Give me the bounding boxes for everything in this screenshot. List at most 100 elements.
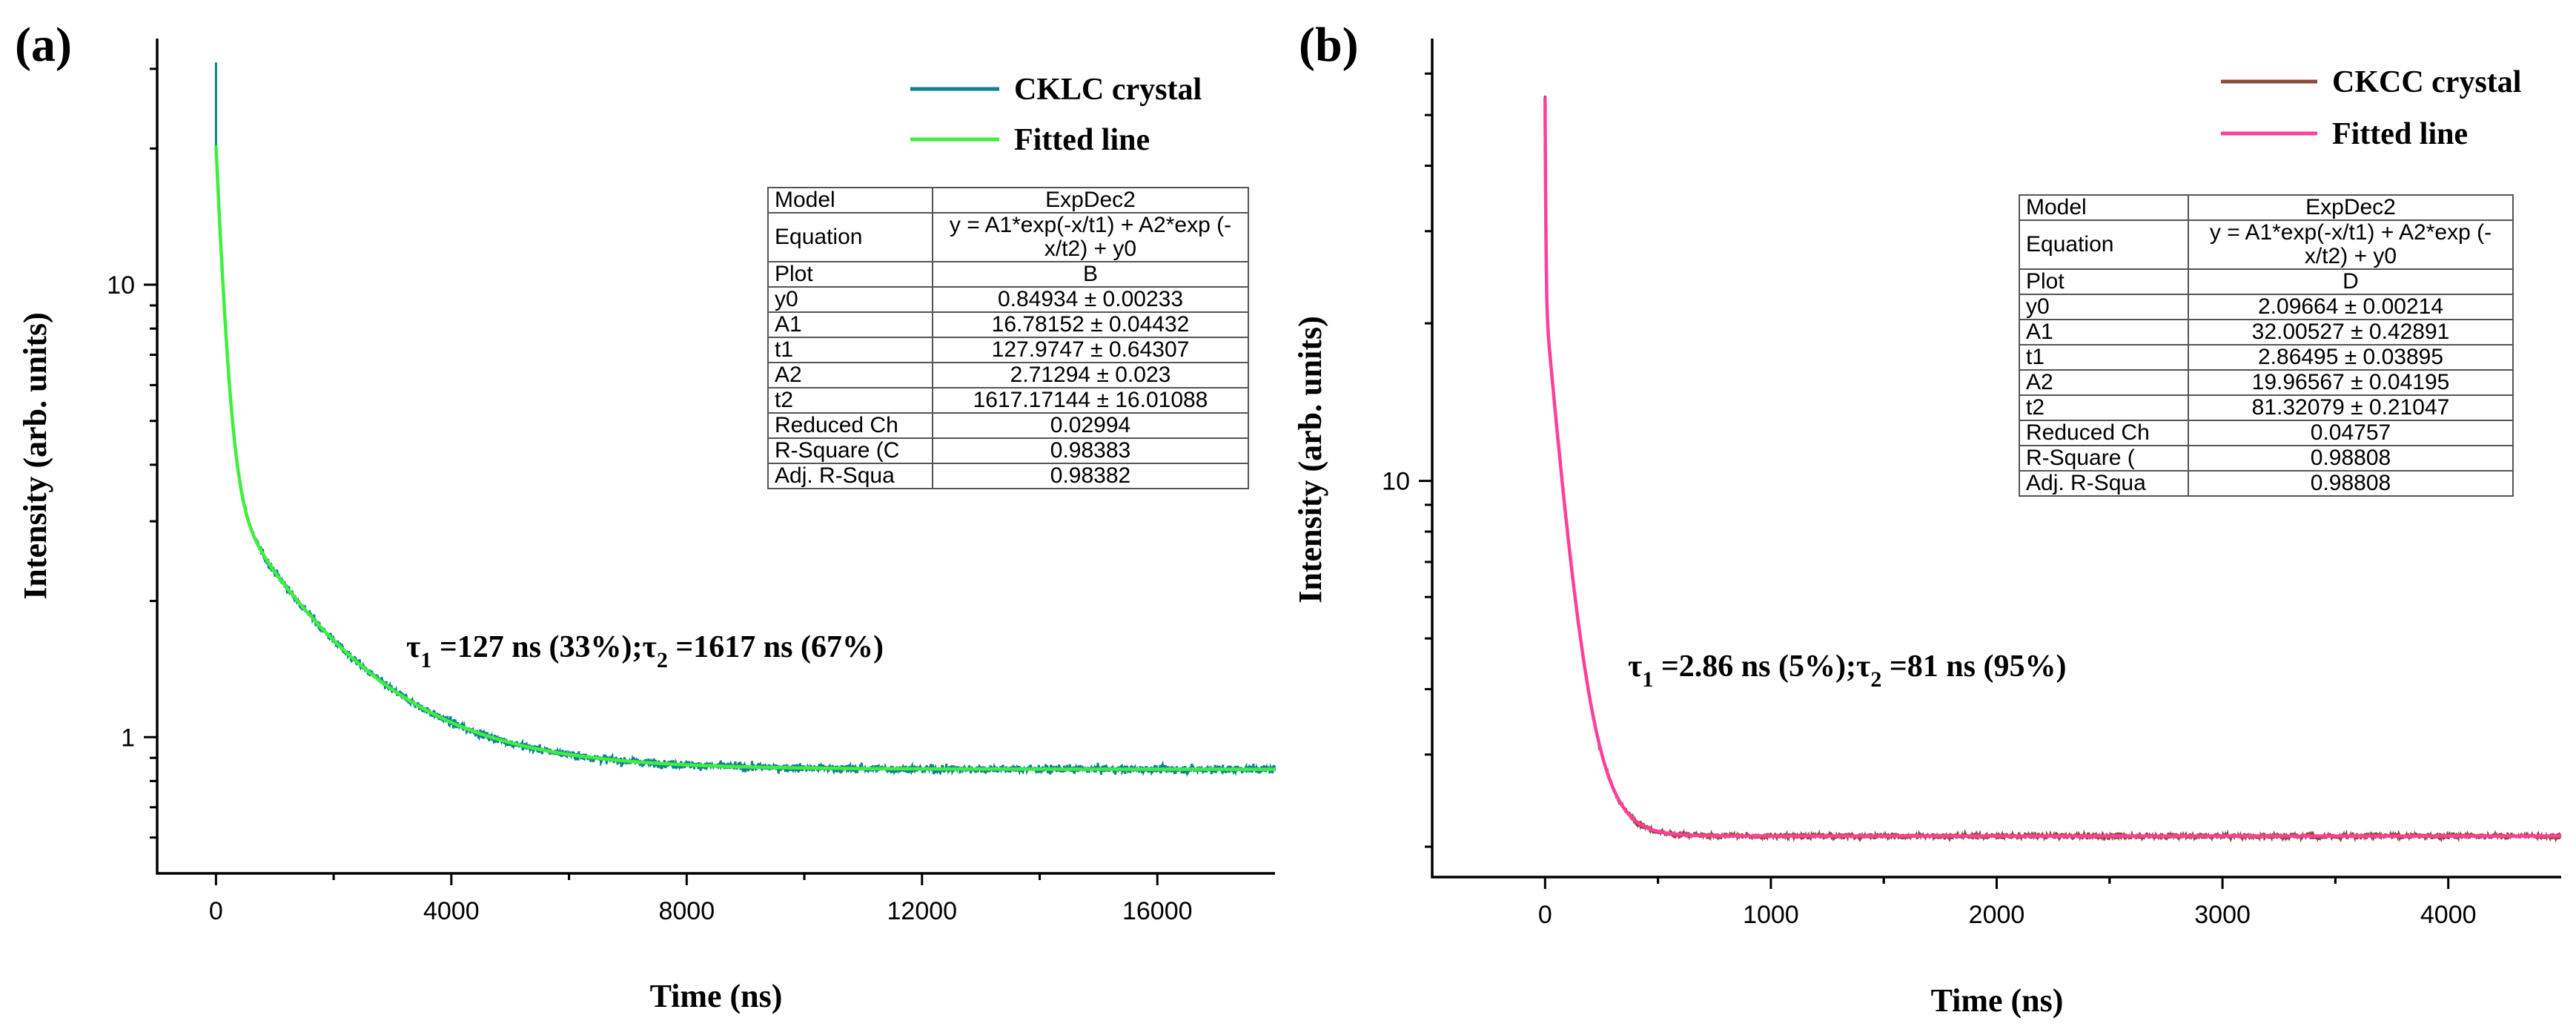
table-row: A1 16.78152 ± 0.04432 xyxy=(767,311,1249,338)
panel-a-tau1-subscript: 1 xyxy=(420,648,431,672)
table-key: Adj. R-Squa xyxy=(767,463,933,489)
panel-a-lifetime-annotation: τ1 =127 ns (33%);τ2 =1617 ns (67%) xyxy=(406,630,884,672)
table-key: t1 xyxy=(2019,344,2189,371)
panel-b-label: (b) xyxy=(1299,18,1359,72)
table-value: ExpDec2 xyxy=(932,187,1249,214)
panel-b-tau1-subscript: 1 xyxy=(1642,667,1653,692)
panel-b-legend-label-data: CKCC crystal xyxy=(2332,65,2521,99)
panel-a-x-tick-label: 8000 xyxy=(658,897,715,925)
panel-a-tau1-text: =127 ns (33%);τ xyxy=(431,630,656,664)
panel-a-plot-area xyxy=(214,62,1276,778)
table-value: ExpDec2 xyxy=(2188,194,2514,221)
panel-b-tau2-text: =81 ns (95%) xyxy=(1881,649,2066,684)
panel-a-tau2-subscript: 2 xyxy=(657,648,668,672)
table-row: t1 127.9747 ± 0.64307 xyxy=(767,337,1249,363)
table-key: Adj. R-Squa xyxy=(2019,470,2189,497)
table-value: 127.9747 ± 0.64307 xyxy=(932,337,1249,363)
panel-a-legend-label-fit: Fitted line xyxy=(1014,123,1150,157)
table-row: Model ExpDec2 xyxy=(2019,194,2514,221)
table-key: Equation xyxy=(2019,219,2189,270)
table-key: Reduced Ch xyxy=(2019,420,2189,446)
panel-b-y-tick-label: 10 xyxy=(1382,468,1410,496)
panel-b-x-tick-label: 3000 xyxy=(2194,901,2251,929)
panel-b-axes xyxy=(1431,39,2561,879)
panel-a-y-tick-label: 10 xyxy=(107,271,135,300)
panel-b-series-fit-line xyxy=(1543,97,2561,838)
panel-b-x-tick-label: 0 xyxy=(1538,901,1552,929)
table-key: y0 xyxy=(767,286,933,313)
panel-b-x-ticks: 0 1000 2000 3000 4000 xyxy=(1538,877,2477,929)
table-value: D xyxy=(2188,268,2514,295)
table-key: R-Square ( xyxy=(2019,445,2189,472)
table-value: 0.98382 xyxy=(932,463,1249,489)
table-row: Equation y = A1*exp(-x/t1) + A2*exp (-x/t… xyxy=(2019,219,2514,270)
table-value: 81.32079 ± 0.21047 xyxy=(2188,394,2514,421)
table-key: Equation xyxy=(767,212,933,262)
table-value: 2.09664 ± 0.00214 xyxy=(2188,294,2514,320)
panel-a-x-ticks: 0 4000 8000 12000 16000 xyxy=(209,873,1193,925)
table-key: t1 xyxy=(767,337,933,363)
table-row: Adj. R-Squa 0.98808 xyxy=(2019,470,2514,497)
panel-b-x-tick-label: 4000 xyxy=(2420,901,2477,929)
table-key: R-Square (C xyxy=(767,437,933,464)
panel-b-y-ticks: 10 xyxy=(1382,72,1432,848)
table-value: y = A1*exp(-x/t1) + A2*exp (-x/t2) + y0 xyxy=(2188,219,2514,270)
panel-a: (a) 0 4000 8000 12000 16000 1 10 Time (ns) In… xyxy=(15,18,1276,1014)
table-key: t2 xyxy=(2019,394,2189,421)
table-row: t2 1617.17144 ± 16.01088 xyxy=(767,387,1249,414)
table-value: 2.71294 ± 0.023 xyxy=(932,362,1249,388)
table-value: 0.04757 xyxy=(2188,420,2514,446)
table-key: Model xyxy=(2019,194,2189,221)
table-row: t1 2.86495 ± 0.03895 xyxy=(2019,344,2514,371)
panel-a-tau2-text: =1617 ns (67%) xyxy=(668,630,884,664)
panel-a-y-ticks: 1 10 xyxy=(107,67,157,839)
table-row: Model ExpDec2 xyxy=(767,187,1249,214)
table-value: 32.00527 ± 0.42891 xyxy=(2188,319,2514,345)
panel-b-tau1-symbol: τ xyxy=(1628,649,1642,684)
panel-a-tau1-symbol: τ xyxy=(406,630,420,664)
table-row: Plot D xyxy=(2019,268,2514,295)
table-value: 0.98808 xyxy=(2188,445,2514,472)
panel-b-fit-table: Model ExpDec2 Equation y = A1*exp(-x/t1) +… xyxy=(2019,194,2514,497)
panel-b-x-tick-label: 1000 xyxy=(1743,901,1799,929)
panel-a-fit-table: Model ExpDec2 Equation y = A1*exp(-x/t1) +… xyxy=(767,187,1249,489)
panel-b-legend: CKCC crystal Fitted line xyxy=(2221,65,2521,151)
panel-a-legend: CKLC crystal Fitted line xyxy=(910,73,1202,157)
panel-b-x-tick-label: 2000 xyxy=(1969,901,2025,929)
table-key: Plot xyxy=(767,261,933,288)
table-row: A2 19.96567 ± 0.04195 xyxy=(2019,369,2514,396)
table-value: 0.98383 xyxy=(932,437,1249,464)
table-row: Equation y = A1*exp(-x/t1) + A2*exp (-x/t… xyxy=(767,212,1249,262)
panel-a-x-tick-label: 16000 xyxy=(1122,897,1193,925)
table-row: y0 0.84934 ± 0.00233 xyxy=(767,286,1249,313)
table-key: A2 xyxy=(767,362,933,388)
panel-b-legend-label-fit: Fitted line xyxy=(2332,117,2468,151)
panel-a-x-tick-label: 0 xyxy=(209,897,223,925)
table-key: Reduced Ch xyxy=(767,412,933,439)
panel-a-axes xyxy=(156,39,1275,875)
table-row: Reduced Ch 0.02994 xyxy=(767,412,1249,439)
table-row: Reduced Ch 0.04757 xyxy=(2019,420,2514,446)
table-value: y = A1*exp(-x/t1) + A2*exp (-x/t2) + y0 xyxy=(932,212,1249,262)
table-value: 0.98808 xyxy=(2188,470,2514,497)
table-row: Plot B xyxy=(767,261,1249,288)
table-key: y0 xyxy=(2019,294,2189,320)
panel-b-lifetime-annotation: τ1 =2.86 ns (5%);τ2 =81 ns (95%) xyxy=(1628,649,2066,692)
panel-b: (b) 0 1000 2000 3000 4000 10 Time (ns) Inten… xyxy=(1292,18,2562,1019)
table-value: B xyxy=(932,261,1249,288)
table-row: y0 2.09664 ± 0.00214 xyxy=(2019,294,2514,320)
panel-a-legend-label-data: CKLC crystal xyxy=(1014,73,1202,107)
panel-a-y-tick-label: 1 xyxy=(121,724,135,752)
table-key: A1 xyxy=(2019,319,2189,345)
table-row: A1 32.00527 ± 0.42891 xyxy=(2019,319,2514,345)
table-row: R-Square (0.98808 xyxy=(2019,445,2514,472)
table-value: 16.78152 ± 0.04432 xyxy=(932,311,1249,338)
panel-a-label: (a) xyxy=(15,18,72,72)
panel-b-tau2-subscript: 2 xyxy=(1870,667,1881,692)
table-value: 1617.17144 ± 16.01088 xyxy=(932,387,1249,414)
panel-a-x-tick-label: 4000 xyxy=(423,897,480,925)
panel-a-x-axis-title: Time (ns) xyxy=(650,978,783,1014)
table-row: t2 81.32079 ± 0.21047 xyxy=(2019,394,2514,421)
table-key: Model xyxy=(767,187,933,214)
